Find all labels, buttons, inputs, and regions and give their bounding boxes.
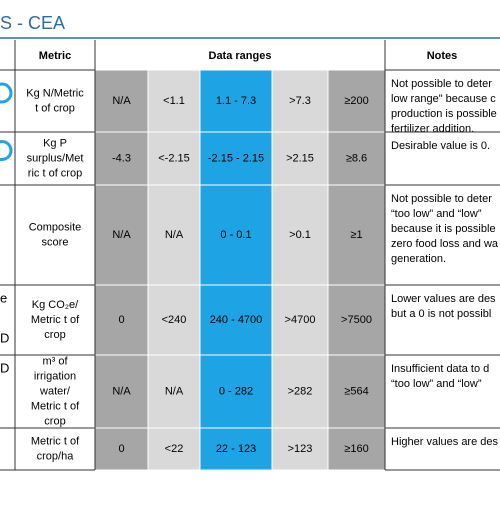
metric-line: crop <box>44 329 65 341</box>
range-value: -4.3 <box>112 152 131 164</box>
range-cell <box>271 284 329 356</box>
icon-fragment <box>0 140 13 161</box>
range-value: <1.1 <box>163 95 185 107</box>
range-cell <box>94 69 149 133</box>
range-value: <-2.15 <box>158 152 190 164</box>
range-value: >123 <box>288 443 313 455</box>
range-value: 0 - 0.1 <box>220 229 251 241</box>
notes-line: Desirable value is 0. <box>391 140 490 152</box>
notes-line: “too low” and “low” <box>391 378 482 390</box>
icon-fragment <box>0 82 13 104</box>
metric-line: surplus/Met <box>27 152 84 164</box>
title: S - CEA <box>0 13 65 33</box>
notes-line: but a 0 is not possibl <box>391 308 491 320</box>
notes-line: Not possible to deter <box>391 78 492 90</box>
range-cell <box>271 69 329 133</box>
range-value: >2.15 <box>286 152 314 164</box>
range-cell <box>327 354 386 429</box>
range-cell <box>271 354 329 429</box>
range-value: 0 <box>118 443 124 455</box>
range-cell <box>327 131 386 186</box>
range-cell <box>199 69 273 133</box>
notes-line: “too low” and “low” <box>391 208 482 220</box>
notes-line: Higher values are des <box>391 436 499 448</box>
range-value: 1.1 - 7.3 <box>216 95 256 107</box>
range-value: <22 <box>165 443 184 455</box>
range-value: N/A <box>165 229 184 241</box>
range-value: <240 <box>162 314 187 326</box>
range-value: >282 <box>288 385 313 397</box>
metric-line: crop/ha <box>37 450 75 462</box>
metric-line: Kg N/Metric <box>26 87 84 99</box>
range-cell <box>147 427 201 471</box>
range-cell <box>94 427 149 471</box>
range-value: ≥1 <box>350 229 362 241</box>
notes-line: Lower values are des <box>391 293 496 305</box>
range-value: N/A <box>112 95 131 107</box>
range-cell <box>94 284 149 356</box>
notes-line: Insufficient data to d <box>391 363 489 375</box>
notes-line: generation. <box>391 253 446 265</box>
metric-line: t of crop <box>35 102 75 114</box>
header-notes: Notes <box>427 50 458 62</box>
range-cell <box>327 184 386 286</box>
range-value: 22 - 123 <box>216 443 256 455</box>
metric-line: Metric t of <box>31 435 80 447</box>
notes-line: production is possible <box>391 108 497 120</box>
range-value: ≥160 <box>344 443 368 455</box>
range-cell <box>147 69 201 133</box>
metric-line: ric t of crop <box>28 167 82 179</box>
header-ranges: Data ranges <box>209 50 272 62</box>
range-value: 240 - 4700 <box>210 314 263 326</box>
range-value: 0 <box>118 314 124 326</box>
range-value: >7.3 <box>289 95 311 107</box>
range-value: N/A <box>112 385 131 397</box>
range-value: ≥200 <box>344 95 368 107</box>
range-value: >7500 <box>341 314 372 326</box>
range-value: ≥564 <box>344 385 368 397</box>
notes-line: because it is possible <box>391 223 496 235</box>
left-fragment: e <box>0 290 7 305</box>
range-value: N/A <box>165 385 184 397</box>
range-cell <box>271 427 329 471</box>
range-value: 0 - 282 <box>219 385 253 397</box>
table-body: N/A <1.1 1.1 - 7.3 >7.3 ≥200 Kg N/Metric t of … <box>0 40 500 471</box>
range-value: >4700 <box>285 314 316 326</box>
metric-line: Kg CO₂e/ <box>32 299 79 311</box>
notes-line: Not possible to deter <box>391 193 492 205</box>
notes-line: zero food loss and wa <box>391 238 499 250</box>
header-metric: Metric <box>39 50 71 62</box>
range-value: -2.15 - 2.15 <box>208 152 264 164</box>
left-fragment: D <box>0 330 9 345</box>
range-cell <box>147 184 201 286</box>
metric-line: irrigation <box>34 370 76 382</box>
metric-line: Metric t of <box>31 400 80 412</box>
notes-line: low range" because c <box>391 93 496 105</box>
metric-line: Metric t of <box>31 314 80 326</box>
range-cell <box>199 427 273 471</box>
metric-line: m³ of <box>42 355 68 367</box>
metric-line: water/ <box>39 385 71 397</box>
range-cell <box>327 427 386 471</box>
range-value: N/A <box>112 229 131 241</box>
range-value: >0.1 <box>289 229 311 241</box>
metric-line: Composite <box>29 221 82 233</box>
left-fragment: D <box>0 360 9 375</box>
notes-line: fertilizer addition. <box>391 123 474 135</box>
range-cell <box>147 354 201 429</box>
range-cell <box>147 284 201 356</box>
range-cell <box>271 184 329 286</box>
range-value: ≥8.6 <box>346 152 367 164</box>
metric-line: crop <box>44 415 65 427</box>
metric-line: score <box>42 236 69 248</box>
metric-line: Kg P <box>43 137 67 149</box>
